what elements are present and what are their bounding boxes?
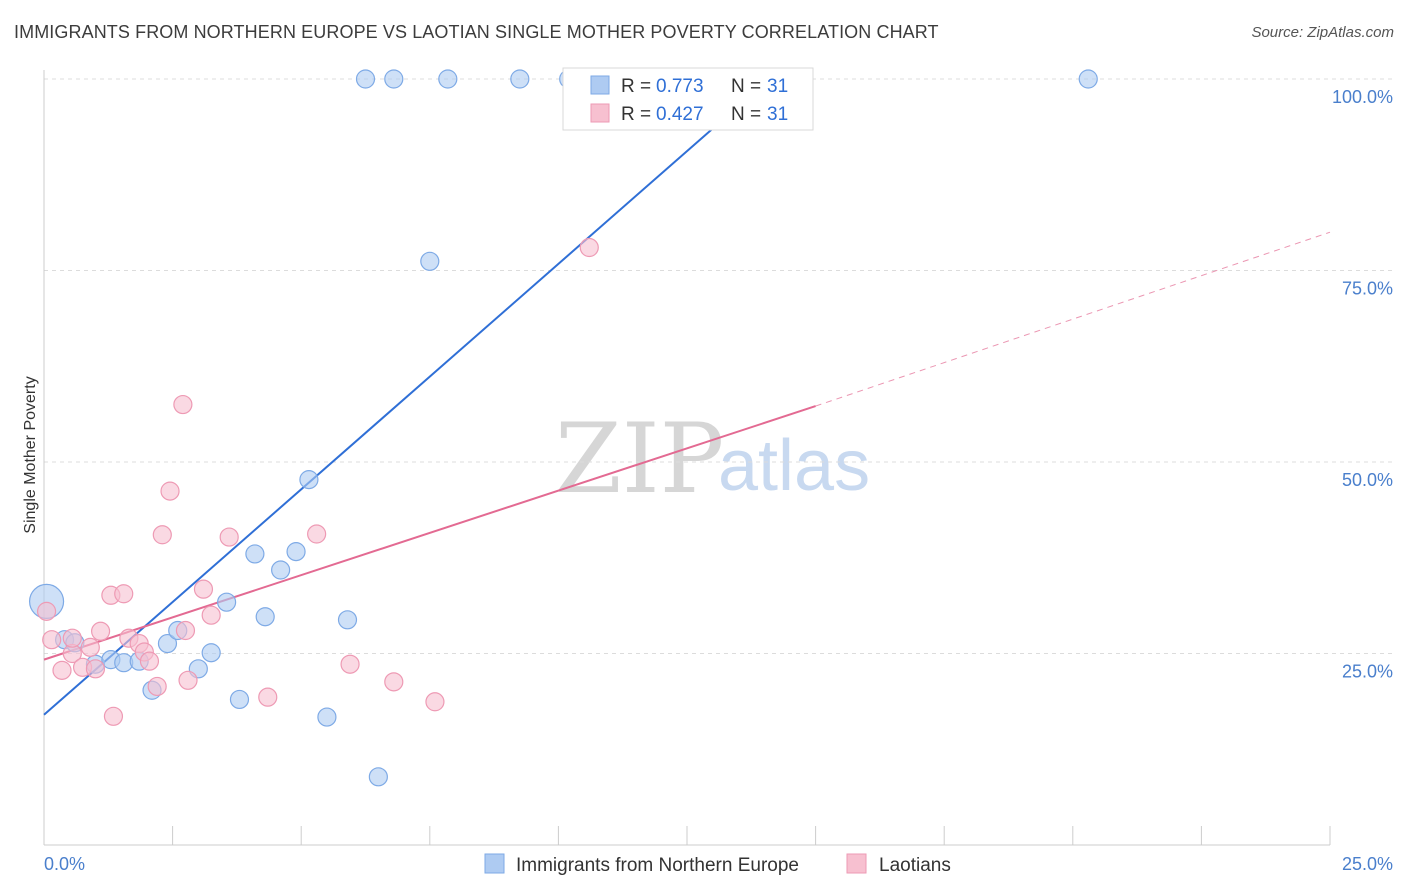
point-northern-europe [438, 69, 458, 89]
point-laotians [307, 524, 327, 544]
legend-n-label-2: N = [731, 104, 761, 125]
trend-line-northern-europe [43, 78, 770, 716]
point-laotians [384, 672, 404, 692]
bottom-legend-swatch-blue [484, 853, 505, 874]
point-northern-europe [157, 633, 178, 654]
x-tick-label-max: 25.0% [1342, 854, 1393, 874]
y-tick-label: 100.0% [1332, 87, 1393, 107]
point-laotians [425, 692, 445, 712]
point-laotians [103, 706, 124, 726]
point-northern-europe [229, 689, 250, 710]
point-laotians [62, 628, 82, 648]
point-laotians [52, 660, 72, 680]
point-laotians [90, 621, 111, 641]
point-laotians [340, 654, 360, 674]
trend-lines [43, 78, 1331, 716]
bottom-legend-label-blue: Immigrants from Northern Europe [516, 855, 799, 876]
point-northern-europe [255, 607, 275, 627]
legend-n-value-2: 31 [767, 104, 788, 125]
axes: 25.0% 50.0% 75.0% 100.0% [43, 70, 1393, 846]
point-northern-europe [355, 69, 376, 89]
legend-r-value-2: 0.427 [656, 104, 704, 125]
trend-line-laotians-extension [815, 231, 1331, 407]
point-laotians [258, 687, 278, 707]
point-northern-europe [368, 767, 388, 787]
point-northern-europe [510, 69, 530, 89]
point-northern-europe [299, 470, 319, 490]
point-laotians [80, 637, 100, 657]
point-northern-europe [271, 560, 291, 580]
point-laotians [193, 579, 214, 599]
point-northern-europe [201, 643, 221, 663]
bottom-legend: Immigrants from Northern Europe Laotians [484, 853, 951, 876]
point-northern-europe [420, 251, 440, 271]
point-laotians [160, 481, 180, 501]
watermark-atlas: atlas [718, 426, 870, 506]
bottom-legend-swatch-pink [846, 853, 867, 874]
point-laotians [114, 584, 134, 604]
grid [44, 78, 1392, 654]
point-laotians [42, 630, 62, 650]
legend-r-label-2: R = [621, 104, 651, 125]
watermark-zip: ZIP [555, 403, 724, 515]
legend-swatch-pink [590, 103, 610, 123]
legend-n-value-1: 31 [767, 76, 788, 97]
y-tick-label: 25.0% [1342, 662, 1393, 682]
point-laotians [178, 670, 198, 690]
legend-n-label-1: N = [731, 76, 761, 97]
bottom-legend-label-pink: Laotians [879, 855, 951, 876]
y-axis-label: Single Mother Poverty [22, 376, 39, 533]
point-laotians [219, 527, 239, 547]
x-tick-label-min: 0.0% [44, 854, 85, 874]
point-northern-europe [384, 69, 404, 89]
point-laotians [175, 620, 196, 641]
point-laotians [85, 659, 106, 679]
y-tick-label: 50.0% [1342, 470, 1393, 490]
point-laotians [201, 605, 221, 625]
y-tick-label: 75.0% [1342, 279, 1393, 299]
point-northern-europe [1078, 69, 1098, 89]
legend-box: R = 0.773 N = 31 R = 0.427 N = 31 [562, 67, 814, 131]
point-laotians [147, 676, 167, 697]
point-laotians [173, 394, 193, 415]
point-northern-europe [317, 707, 337, 727]
legend-swatch-blue [590, 75, 610, 95]
point-laotians [36, 601, 57, 621]
data-points [28, 69, 1098, 787]
legend-r-value-1: 0.773 [656, 76, 704, 97]
point-laotians [139, 651, 160, 671]
point-northern-europe [217, 592, 237, 612]
point-laotians [152, 525, 172, 545]
point-northern-europe [286, 542, 306, 562]
legend-r-label-1: R = [621, 76, 651, 97]
trend-line-laotians [43, 405, 816, 661]
source-label: Source: ZipAtlas.com [1251, 24, 1394, 41]
chart-title: IMMIGRANTS FROM NORTHERN EUROPE VS LAOTI… [14, 22, 939, 42]
point-northern-europe [245, 544, 265, 564]
point-laotians [579, 237, 599, 258]
point-northern-europe [337, 610, 358, 630]
